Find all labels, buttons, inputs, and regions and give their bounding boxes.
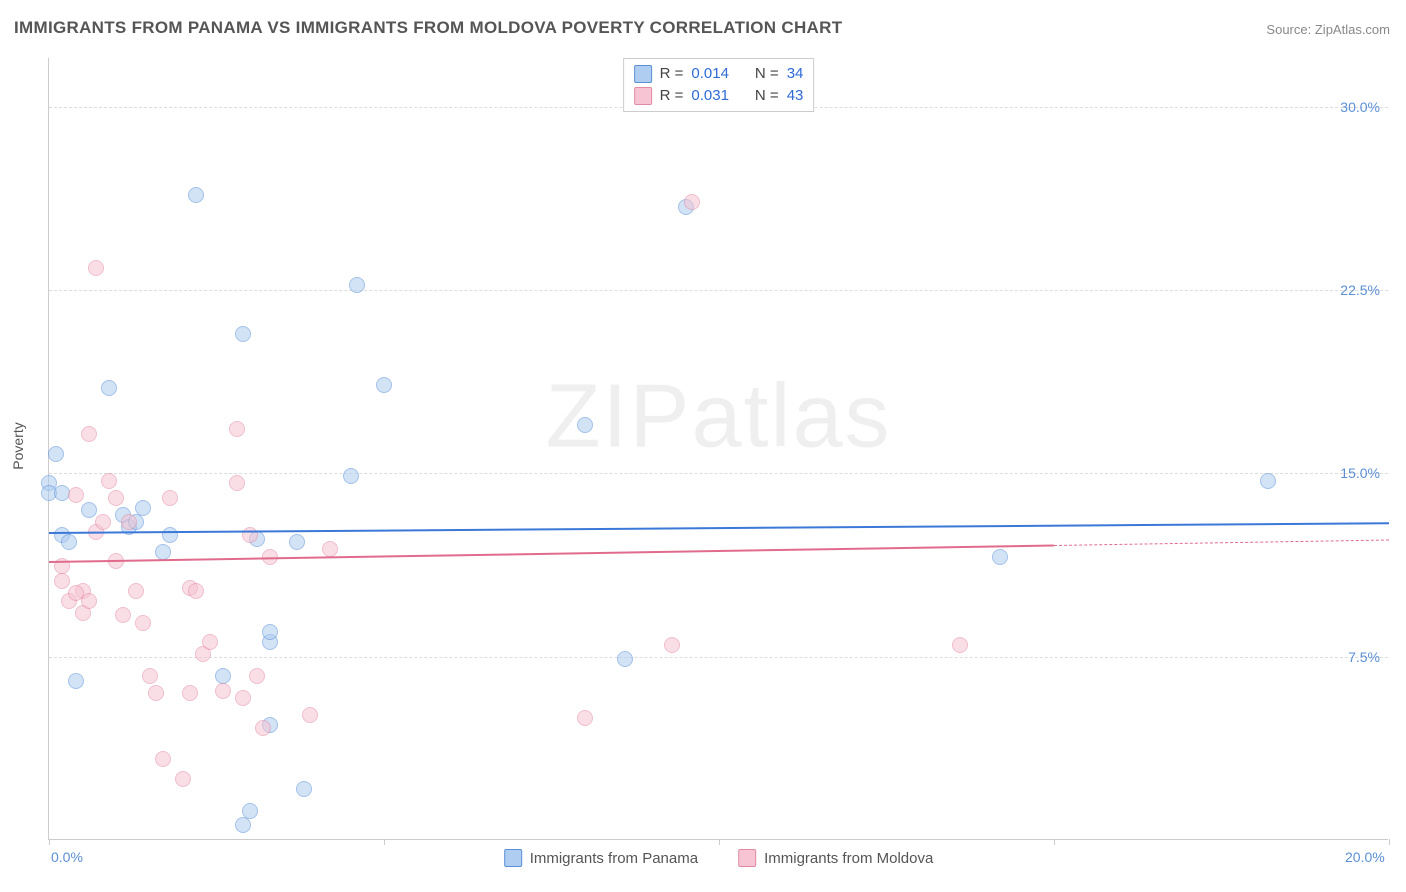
scatter-point [135, 615, 151, 631]
n-label: N = [755, 85, 779, 107]
scatter-point [162, 527, 178, 543]
x-tick [384, 839, 385, 845]
gridline [49, 657, 1388, 658]
scatter-point [155, 751, 171, 767]
legend-swatch [634, 87, 652, 105]
scatter-point [1260, 473, 1276, 489]
trend-line [49, 545, 1054, 563]
r-label: R = [660, 85, 684, 107]
scatter-point [175, 771, 191, 787]
scatter-point [617, 651, 633, 667]
scatter-point [249, 668, 265, 684]
source-link[interactable]: ZipAtlas.com [1315, 22, 1390, 37]
x-tick [49, 839, 50, 845]
scatter-point [128, 583, 144, 599]
stats-legend-row: R = 0.031 N = 43 [634, 85, 804, 107]
r-value: 0.031 [691, 85, 729, 107]
x-tick [1054, 839, 1055, 845]
scatter-point [952, 637, 968, 653]
scatter-point [115, 607, 131, 623]
series-legend: Immigrants from Panama Immigrants from Mo… [504, 849, 934, 867]
legend-swatch [634, 65, 652, 83]
plot-area: ZIPatlas 7.5%15.0%22.5%30.0%0.0%20.0%R =… [48, 58, 1388, 840]
scatter-point [302, 707, 318, 723]
scatter-point [88, 260, 104, 276]
scatter-point [229, 475, 245, 491]
chart-title: IMMIGRANTS FROM PANAMA VS IMMIGRANTS FRO… [14, 18, 842, 38]
scatter-point [202, 634, 218, 650]
scatter-point [68, 487, 84, 503]
x-tick [1389, 839, 1390, 845]
scatter-point [235, 817, 251, 833]
r-label: R = [660, 63, 684, 85]
x-tick-label: 20.0% [1345, 849, 1385, 865]
x-tick-label: 0.0% [51, 849, 83, 865]
series-name: Immigrants from Moldova [764, 850, 933, 867]
scatter-point [229, 421, 245, 437]
scatter-point [343, 468, 359, 484]
scatter-point [289, 534, 305, 550]
scatter-point [242, 527, 258, 543]
scatter-point [48, 446, 64, 462]
scatter-point [322, 541, 338, 557]
n-label: N = [755, 63, 779, 85]
scatter-point [577, 710, 593, 726]
stats-legend: R = 0.014 N = 34 R = 0.031 N = 43 [623, 58, 815, 112]
scatter-point [262, 624, 278, 640]
n-value: 43 [787, 85, 804, 107]
scatter-point [684, 194, 700, 210]
series-legend-item: Immigrants from Panama [504, 849, 698, 867]
scatter-point [68, 585, 84, 601]
scatter-point [101, 380, 117, 396]
scatter-point [992, 549, 1008, 565]
r-value: 0.014 [691, 63, 729, 85]
y-tick-label: 22.5% [1340, 282, 1380, 298]
gridline [49, 290, 1388, 291]
scatter-point [182, 685, 198, 701]
scatter-point [135, 500, 151, 516]
scatter-point [68, 673, 84, 689]
scatter-point [81, 426, 97, 442]
trend-line [1054, 539, 1389, 545]
scatter-point [296, 781, 312, 797]
scatter-point [61, 534, 77, 550]
scatter-point [235, 326, 251, 342]
gridline [49, 473, 1388, 474]
stats-legend-row: R = 0.014 N = 34 [634, 63, 804, 85]
y-axis-label: Poverty [10, 422, 26, 469]
series-legend-item: Immigrants from Moldova [738, 849, 933, 867]
scatter-point [577, 417, 593, 433]
y-tick-label: 30.0% [1340, 99, 1380, 115]
scatter-point [121, 514, 137, 530]
scatter-point [155, 544, 171, 560]
scatter-point [349, 277, 365, 293]
scatter-point [162, 490, 178, 506]
scatter-point [81, 502, 97, 518]
legend-swatch [504, 849, 522, 867]
scatter-point [235, 690, 251, 706]
scatter-point [664, 637, 680, 653]
scatter-point [255, 720, 271, 736]
scatter-point [108, 490, 124, 506]
scatter-point [215, 683, 231, 699]
scatter-point [148, 685, 164, 701]
scatter-point [95, 514, 111, 530]
scatter-point [188, 583, 204, 599]
scatter-point [215, 668, 231, 684]
scatter-point [242, 803, 258, 819]
scatter-point [188, 187, 204, 203]
y-tick-label: 7.5% [1348, 649, 1380, 665]
n-value: 34 [787, 63, 804, 85]
source-attribution: Source: ZipAtlas.com [1266, 22, 1390, 37]
series-name: Immigrants from Panama [530, 850, 698, 867]
legend-swatch [738, 849, 756, 867]
scatter-point [142, 668, 158, 684]
source-label: Source: [1266, 22, 1311, 37]
watermark: ZIPatlas [545, 366, 891, 469]
scatter-point [54, 573, 70, 589]
y-tick-label: 15.0% [1340, 465, 1380, 481]
scatter-point [101, 473, 117, 489]
x-tick [719, 839, 720, 845]
scatter-point [376, 377, 392, 393]
